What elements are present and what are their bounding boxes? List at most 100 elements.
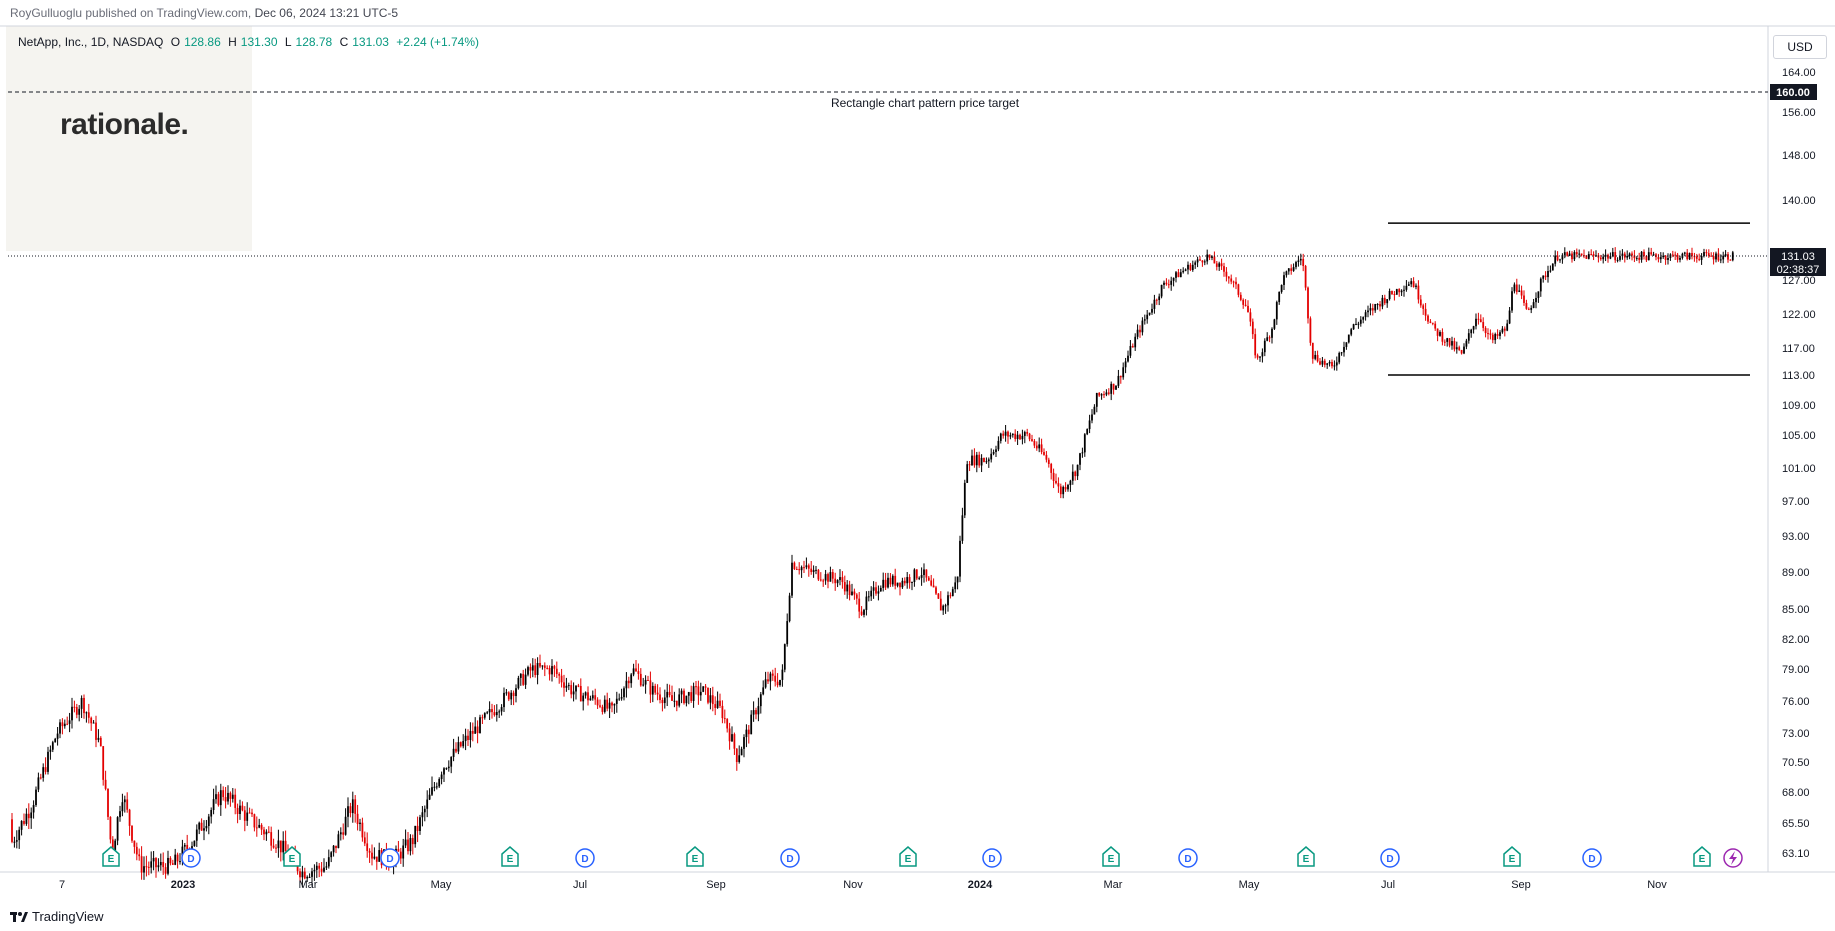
candle-body xyxy=(1211,256,1213,258)
candle-body xyxy=(815,569,817,571)
candle-body xyxy=(812,569,815,573)
price-tick-label: 127.00 xyxy=(1782,275,1816,287)
candle-body xyxy=(615,698,618,704)
price-tick-label: 70.50 xyxy=(1782,757,1810,769)
candle-body xyxy=(951,589,954,596)
candle-body xyxy=(251,812,253,815)
candle-body xyxy=(258,824,261,828)
time-tick-label: Mar xyxy=(1104,879,1123,891)
candle-body xyxy=(486,712,489,714)
candle-body xyxy=(49,749,52,752)
candle-body xyxy=(123,799,126,803)
candle-body xyxy=(351,799,354,814)
candle-body xyxy=(71,706,73,721)
candle-body xyxy=(399,851,402,859)
time-tick-label: 7 xyxy=(59,879,65,891)
candle-body xyxy=(1443,341,1446,343)
candle-body xyxy=(507,692,510,700)
candle-body xyxy=(1530,307,1533,310)
candle-body xyxy=(625,680,628,689)
candle-body xyxy=(1319,361,1321,365)
candle-body xyxy=(126,799,129,810)
candle-body xyxy=(1407,284,1410,286)
candle-body xyxy=(78,708,81,715)
candle-body xyxy=(1235,281,1237,285)
candle-body xyxy=(1357,323,1360,325)
candle-body xyxy=(195,829,198,841)
legend-change: +2.24 (+1.74%) xyxy=(396,35,480,49)
candle-body xyxy=(1280,284,1283,292)
candle-body xyxy=(767,679,769,682)
price-axis[interactable]: 164.00 156.00 148.00 140.00 127.00 122.00 117.… xyxy=(1782,67,1816,860)
candle-body xyxy=(1196,259,1199,263)
candle-body xyxy=(1518,290,1521,292)
candle-body xyxy=(128,809,131,826)
candle-body xyxy=(167,857,169,874)
candle-body xyxy=(1232,281,1235,283)
candle-body xyxy=(1537,291,1540,298)
candle-body xyxy=(1427,315,1429,322)
candle-body xyxy=(1703,252,1705,257)
candle-body xyxy=(839,577,841,581)
candle-body xyxy=(1283,275,1285,285)
candle-body xyxy=(1664,255,1667,260)
candle-body xyxy=(1105,392,1108,395)
price-tick-label: 79.00 xyxy=(1782,664,1810,676)
candle-body xyxy=(877,591,880,594)
candle-body xyxy=(1170,280,1173,285)
candle-body xyxy=(594,695,597,700)
currency-button[interactable]: USD xyxy=(1773,35,1827,59)
candle-body xyxy=(1350,329,1353,335)
candle-body xyxy=(1004,431,1007,436)
time-axis[interactable]: 7 2023 Mar May Jul Sep Nov 2024 Mar May Jul Sep Nov xyxy=(59,879,1667,891)
candle-body xyxy=(378,850,381,862)
candle-body xyxy=(1391,290,1393,295)
candle-body xyxy=(1700,256,1703,260)
candle-body xyxy=(1110,383,1113,394)
candle-body xyxy=(757,706,760,715)
candle-body xyxy=(1071,471,1074,481)
candle-body xyxy=(949,595,952,597)
candle-body xyxy=(433,786,436,788)
candle-body xyxy=(1563,252,1566,256)
candle-body xyxy=(642,684,645,686)
candle-body xyxy=(635,668,637,672)
candle-body xyxy=(675,700,678,706)
candle-body xyxy=(1088,420,1091,430)
candle-body xyxy=(1578,253,1581,255)
candle-body xyxy=(711,695,714,705)
candle-body xyxy=(1479,319,1482,323)
price-tick-label: 63.10 xyxy=(1782,848,1810,860)
candle-body xyxy=(865,596,868,610)
candle-body xyxy=(632,668,635,675)
candle-body xyxy=(800,567,803,571)
candle-body xyxy=(1645,256,1648,261)
candle-body xyxy=(1693,256,1696,258)
countdown-text: 02:38:37 xyxy=(1777,264,1820,276)
candle-body xyxy=(1523,295,1525,303)
candle-body xyxy=(1002,433,1005,436)
candle-body xyxy=(75,707,78,715)
candle-body xyxy=(726,718,729,729)
candle-body xyxy=(1259,356,1261,358)
candle-body xyxy=(1230,278,1233,282)
candle-body xyxy=(1131,345,1134,348)
candle-body xyxy=(284,840,287,852)
candle-body xyxy=(164,867,167,874)
candle-body xyxy=(459,742,462,747)
candle-body xyxy=(308,876,311,878)
candle-body xyxy=(1134,336,1137,348)
candle-body xyxy=(1609,256,1612,259)
candle-body xyxy=(272,845,275,848)
candle-body xyxy=(1515,284,1518,292)
candle-body xyxy=(543,665,546,668)
candle-body xyxy=(1345,342,1348,347)
candle-body xyxy=(1079,453,1081,465)
candle-body xyxy=(752,710,755,715)
candle-body xyxy=(135,846,138,855)
candle-body xyxy=(1554,255,1557,264)
candle-body xyxy=(1688,253,1691,260)
candle-body xyxy=(1335,362,1338,366)
candle-body xyxy=(1499,332,1501,336)
